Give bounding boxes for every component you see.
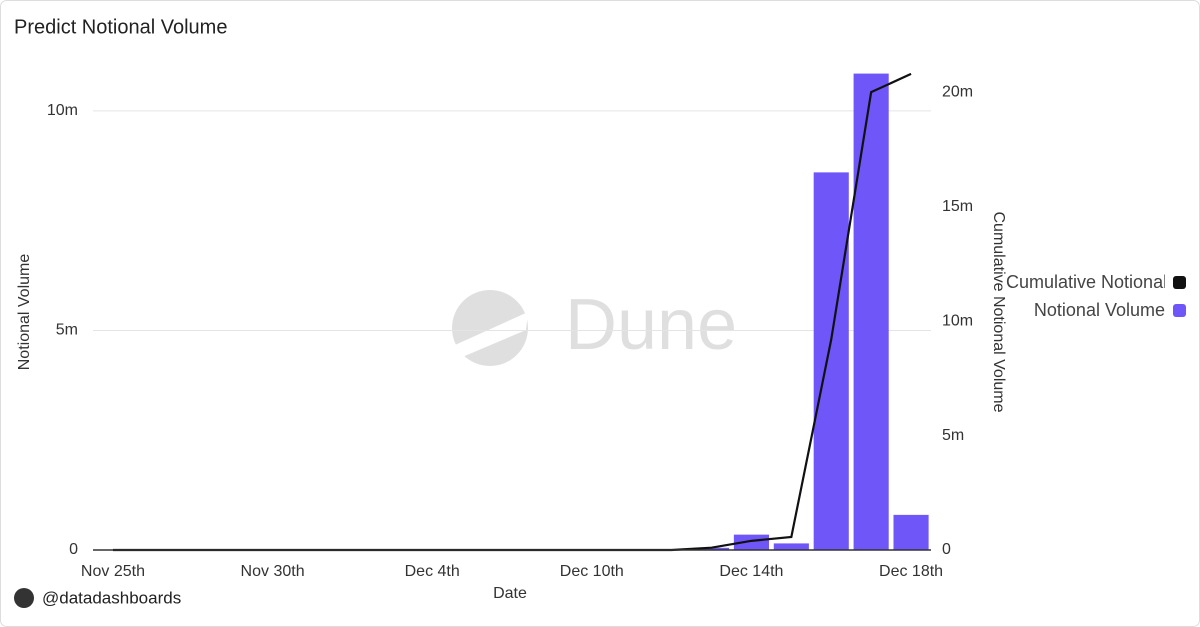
x-tick-label: Nov 25th: [81, 563, 145, 580]
y2-tick-label: 10m: [942, 312, 973, 329]
legend-item[interactable]: Cumulative Notional Volume: [1006, 272, 1186, 293]
y-tick-label: 0: [69, 541, 78, 558]
legend-item[interactable]: Notional Volume: [1034, 300, 1186, 321]
x-tick-label: Dec 4th: [405, 563, 460, 580]
y2-tick-label: 20m: [942, 83, 973, 100]
bar: [853, 73, 889, 550]
avatar: [14, 588, 34, 608]
y2-tick-label: 0: [942, 541, 951, 558]
bar: [733, 534, 769, 550]
legend-swatch: [1173, 304, 1186, 317]
y-tick-label: 5m: [56, 322, 78, 339]
bar: [813, 172, 849, 550]
footer: @datadashboards: [42, 588, 181, 607]
x-axis-title: Date: [493, 585, 527, 602]
legend-label: Notional Volume: [1033, 300, 1165, 320]
bar: [773, 543, 809, 550]
legend-swatch: [1173, 276, 1186, 289]
x-tick-label: Dec 14th: [719, 563, 783, 580]
x-tick-label: Dec 10th: [560, 563, 624, 580]
x-tick-label: Dec 18th: [879, 563, 943, 580]
y2-tick-label: 15m: [942, 198, 973, 215]
bar: [693, 547, 730, 550]
bar: [893, 514, 929, 550]
watermark-logo: [452, 290, 528, 366]
legend-label: Cumulative Notional Volume: [1006, 272, 1165, 292]
x-tick-label: Nov 30th: [241, 563, 305, 580]
y-tick-label: 10m: [47, 102, 78, 119]
y2-tick-label: 5m: [942, 427, 964, 444]
y-axis-title: Notional Volume: [16, 254, 33, 371]
chart-title: Predict Notional Volume: [14, 16, 227, 38]
y2-axis-title: Cumulative Notional Volume: [990, 212, 1007, 413]
watermark: Dune: [565, 285, 737, 365]
